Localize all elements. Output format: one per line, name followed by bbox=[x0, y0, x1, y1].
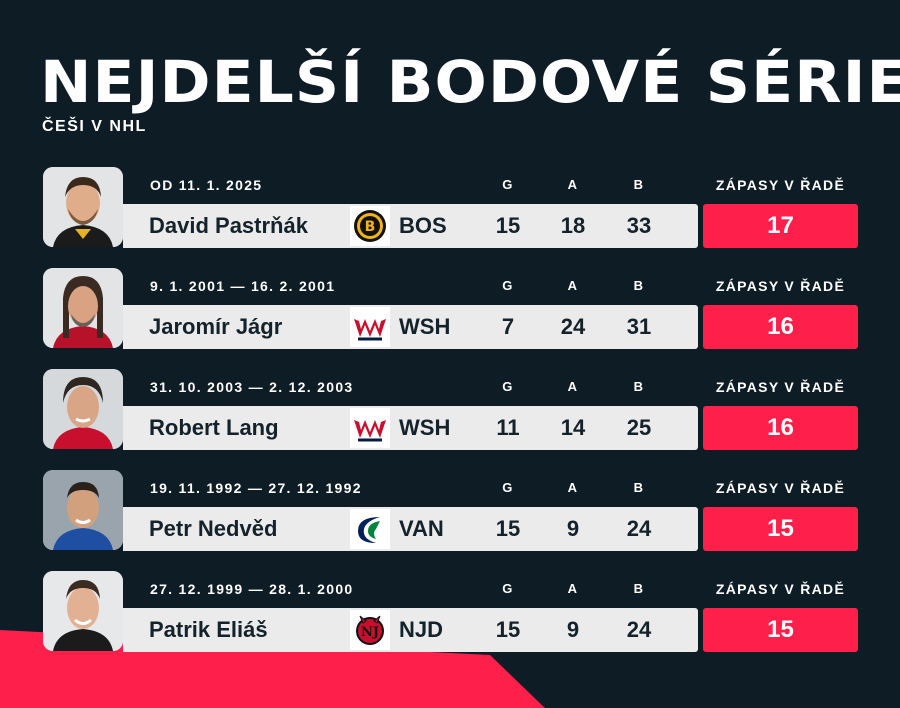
svg-text:NJ: NJ bbox=[361, 625, 379, 640]
player-stat-bar: Jaromír Jágr WSH 7 24 31 bbox=[123, 305, 698, 349]
page-subtitle: ČEŠI V NHL bbox=[42, 118, 147, 135]
points-value: 24 bbox=[626, 617, 652, 642]
streak-header: ZÁPASY V ŘADĚ bbox=[715, 581, 846, 597]
capitals-logo-icon bbox=[350, 408, 390, 448]
streak-header: ZÁPASY V ŘADĚ bbox=[715, 480, 846, 496]
assists-header: A bbox=[567, 278, 579, 293]
team-abbreviation: NJD bbox=[399, 617, 444, 642]
canucks-logo-icon bbox=[350, 509, 390, 549]
streak-period: 9. 1. 2001 — 16. 2. 2001 bbox=[150, 278, 336, 294]
goals-value: 15 bbox=[495, 617, 521, 642]
player-name: Robert Lang bbox=[149, 415, 279, 440]
points-value: 25 bbox=[626, 415, 652, 440]
player-photo bbox=[43, 268, 123, 348]
capitals-logo-icon bbox=[350, 307, 390, 347]
list-item: 9. 1. 2001 — 16. 2. 2001 G A B ZÁPASY V … bbox=[43, 268, 858, 350]
player-stat-bar: Robert Lang WSH 11 14 25 bbox=[123, 406, 698, 450]
player-photo bbox=[43, 167, 123, 247]
streak-header: ZÁPASY V ŘADĚ bbox=[715, 278, 846, 294]
goals-header: G bbox=[502, 278, 514, 293]
points-header: B bbox=[633, 581, 645, 596]
page-title: NEJDELŠÍ BODOVÉ SÉRIE bbox=[40, 48, 900, 116]
player-name: David Pastrňák bbox=[149, 213, 308, 238]
list-item: 19. 11. 1992 — 27. 12. 1992 G A B ZÁPASY… bbox=[43, 470, 858, 552]
devils-logo-icon: NJ bbox=[350, 610, 390, 650]
player-stat-bar: Petr Nedvěd VAN 15 9 24 bbox=[123, 507, 698, 551]
streak-period: OD 11. 1. 2025 bbox=[150, 177, 263, 193]
player-photo bbox=[43, 369, 123, 449]
player-stat-bar: Patrik Eliáš NJ NJD 15 9 24 bbox=[123, 608, 698, 652]
points-header: B bbox=[633, 480, 645, 495]
points-value: 31 bbox=[626, 314, 652, 339]
player-name: Petr Nedvěd bbox=[149, 516, 278, 541]
assists-value: 14 bbox=[560, 415, 586, 440]
points-header: B bbox=[633, 177, 645, 192]
goals-header: G bbox=[502, 581, 514, 596]
svg-text:B: B bbox=[365, 219, 376, 235]
team-abbreviation: VAN bbox=[399, 516, 444, 541]
goals-value: 11 bbox=[496, 415, 520, 440]
streak-games-badge: 16 bbox=[703, 406, 858, 450]
goals-value: 7 bbox=[501, 314, 515, 339]
assists-header: A bbox=[567, 480, 579, 495]
team-abbreviation: WSH bbox=[399, 415, 451, 440]
assists-header: A bbox=[567, 581, 579, 596]
assists-value: 18 bbox=[560, 213, 586, 238]
assists-value: 9 bbox=[566, 617, 580, 642]
streak-header: ZÁPASY V ŘADĚ bbox=[715, 177, 846, 193]
goals-header: G bbox=[502, 177, 514, 192]
points-header: B bbox=[633, 278, 645, 293]
streak-games-badge: 15 bbox=[703, 507, 858, 551]
streak-games-badge: 15 bbox=[703, 608, 858, 652]
streak-period: 19. 11. 1992 — 27. 12. 1992 bbox=[150, 480, 362, 496]
streak-header: ZÁPASY V ŘADĚ bbox=[715, 379, 846, 395]
player-photo bbox=[43, 470, 123, 550]
team-abbreviation: BOS bbox=[399, 213, 447, 238]
goals-header: G bbox=[502, 379, 514, 394]
player-photo bbox=[43, 571, 123, 651]
streak-games-badge: 16 bbox=[703, 305, 858, 349]
assists-header: A bbox=[567, 379, 579, 394]
list-item: 27. 12. 1999 — 28. 1. 2000 G A B ZÁPASY … bbox=[43, 571, 858, 653]
streak-games-badge: 17 bbox=[703, 204, 858, 248]
points-value: 33 bbox=[626, 213, 652, 238]
streak-period: 31. 10. 2003 — 2. 12. 2003 bbox=[150, 379, 354, 395]
player-name: Jaromír Jágr bbox=[149, 314, 283, 339]
bruins-logo-icon: B bbox=[350, 206, 390, 246]
streak-period: 27. 12. 1999 — 28. 1. 2000 bbox=[150, 581, 354, 597]
assists-value: 24 bbox=[560, 314, 586, 339]
player-stat-bar: David Pastrňák B BOS 15 18 33 bbox=[123, 204, 698, 248]
goals-value: 15 bbox=[495, 516, 521, 541]
points-header: B bbox=[633, 379, 645, 394]
player-name: Patrik Eliáš bbox=[149, 617, 268, 642]
goals-value: 15 bbox=[495, 213, 521, 238]
list-item: 31. 10. 2003 — 2. 12. 2003 G A B ZÁPASY … bbox=[43, 369, 858, 451]
points-value: 24 bbox=[626, 516, 652, 541]
assists-header: A bbox=[567, 177, 579, 192]
goals-header: G bbox=[502, 480, 514, 495]
assists-value: 9 bbox=[566, 516, 580, 541]
team-abbreviation: WSH bbox=[399, 314, 451, 339]
list-item: OD 11. 1. 2025 G A B ZÁPASY V ŘADĚ David… bbox=[43, 167, 858, 249]
